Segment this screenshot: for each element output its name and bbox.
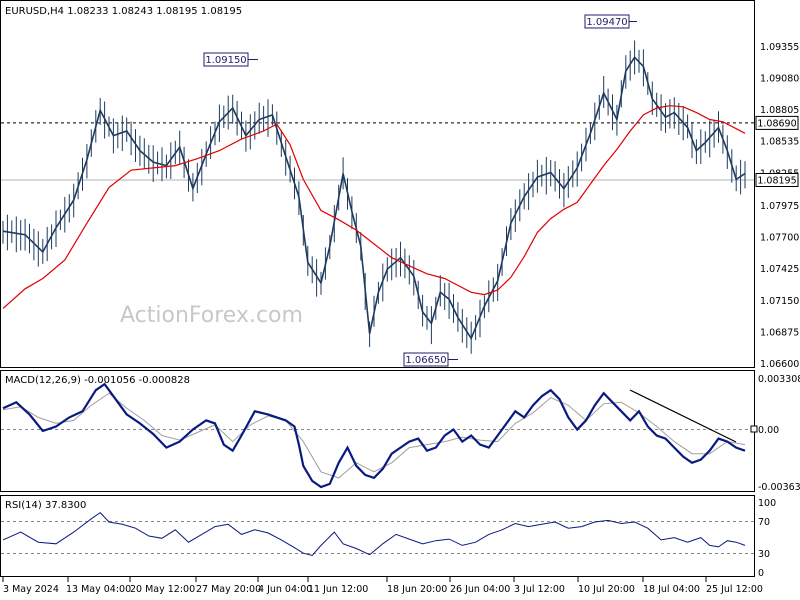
rsi-axis-labels: 100 70 30 0 xyxy=(758,498,776,579)
rsi-tick-label: 100 xyxy=(758,498,776,509)
macd-tick-label: -0.003635 xyxy=(758,482,800,493)
macd-tick-label: 0.00 xyxy=(758,425,779,436)
rsi-tick-label: 30 xyxy=(758,549,770,560)
time-tick-label: 10 Jul 20:00 xyxy=(578,584,635,595)
annotation-label: 1.09470 xyxy=(586,17,627,28)
svg-text:1.08195: 1.08195 xyxy=(757,176,796,187)
watermark: ActionForex.com xyxy=(120,303,303,328)
macd-axis-labels: 0.003308 0.00 -0.003635 xyxy=(758,374,800,493)
main-panel-frame xyxy=(0,0,755,368)
time-tick-label: 11 Jun 12:00 xyxy=(308,584,368,595)
resistance-price-box: 1.08690 xyxy=(755,115,799,130)
price-tick-label: 1.08535 xyxy=(760,136,799,147)
time-tick-label: 4 Jun 04:00 xyxy=(258,584,312,595)
svg-text:1.08690: 1.08690 xyxy=(757,118,796,129)
moving-average-line xyxy=(2,105,746,309)
price-tick-label: 1.07150 xyxy=(760,296,799,307)
annotation-label: 1.09150 xyxy=(205,55,246,66)
price-tick-label: 1.07425 xyxy=(760,264,799,275)
price-tick-label: 1.09355 xyxy=(760,42,799,53)
annotation-low-june: 1.06650 xyxy=(403,352,458,367)
macd-title: MACD(12,26,9) -0.001056 -0.000828 xyxy=(5,375,190,386)
macd-main-line xyxy=(2,382,746,489)
time-tick-label: 25 Jul 12:00 xyxy=(706,584,763,595)
macd-tick-label: 0.003308 xyxy=(758,374,800,385)
price-axis-labels: 1.093551.090801.088051.085351.082551.079… xyxy=(760,42,799,370)
price-tick-label: 1.07975 xyxy=(760,201,799,212)
rsi-line xyxy=(2,511,746,557)
price-tick-label: 1.06600 xyxy=(760,359,799,370)
macd-signal-line xyxy=(2,392,746,479)
price-tick-label: 1.07700 xyxy=(760,233,799,244)
annotation-high-july: 1.09470 xyxy=(584,14,637,29)
annotation-label: 1.06650 xyxy=(405,355,446,366)
price-tick-label: 1.06875 xyxy=(760,328,799,339)
macd-zero-marker xyxy=(750,425,758,433)
macd-panel-frame xyxy=(0,370,755,492)
time-tick-label: 18 Jun 20:00 xyxy=(387,584,447,595)
rsi-title: RSI(14) 37.8300 xyxy=(5,500,86,511)
current-price-box: 1.08195 xyxy=(755,173,799,187)
time-tick-label: 18 Jul 04:00 xyxy=(643,584,700,595)
rsi-tick-label: 0 xyxy=(758,568,764,579)
main-chart-title: EURUSD,H4 1.08233 1.08243 1.08195 1.0819… xyxy=(5,6,242,17)
rsi-panel-frame xyxy=(0,495,755,577)
time-tick-label: 3 Jul 12:00 xyxy=(514,584,565,595)
time-tick-label: 3 May 2024 xyxy=(3,584,59,595)
time-tick-label: 13 May 04:00 xyxy=(66,584,131,595)
annotation-high-june: 1.09150 xyxy=(203,52,258,67)
price-close-line xyxy=(2,56,746,341)
price-tick-label: 1.09080 xyxy=(760,74,799,85)
time-tick-label: 20 May 12:00 xyxy=(130,584,195,595)
macd-trendline xyxy=(629,389,737,443)
rsi-tick-label: 70 xyxy=(758,517,770,528)
time-tick-label: 27 May 20:00 xyxy=(196,584,261,595)
time-tick-label: 26 Jun 04:00 xyxy=(450,584,510,595)
price-tick-label: 1.08805 xyxy=(760,105,799,116)
